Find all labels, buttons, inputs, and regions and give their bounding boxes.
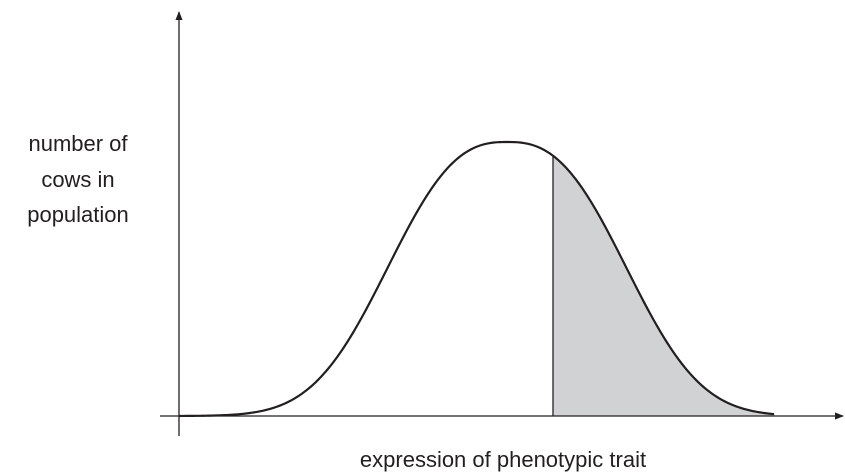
y-label-line: population — [27, 202, 129, 227]
shaded-region — [553, 155, 775, 417]
y-label-line: cows in — [41, 167, 114, 192]
bell-curve — [178, 140, 775, 418]
x-label: expression of phenotypic trait — [360, 447, 646, 472]
y-label-line: number of — [28, 131, 128, 156]
